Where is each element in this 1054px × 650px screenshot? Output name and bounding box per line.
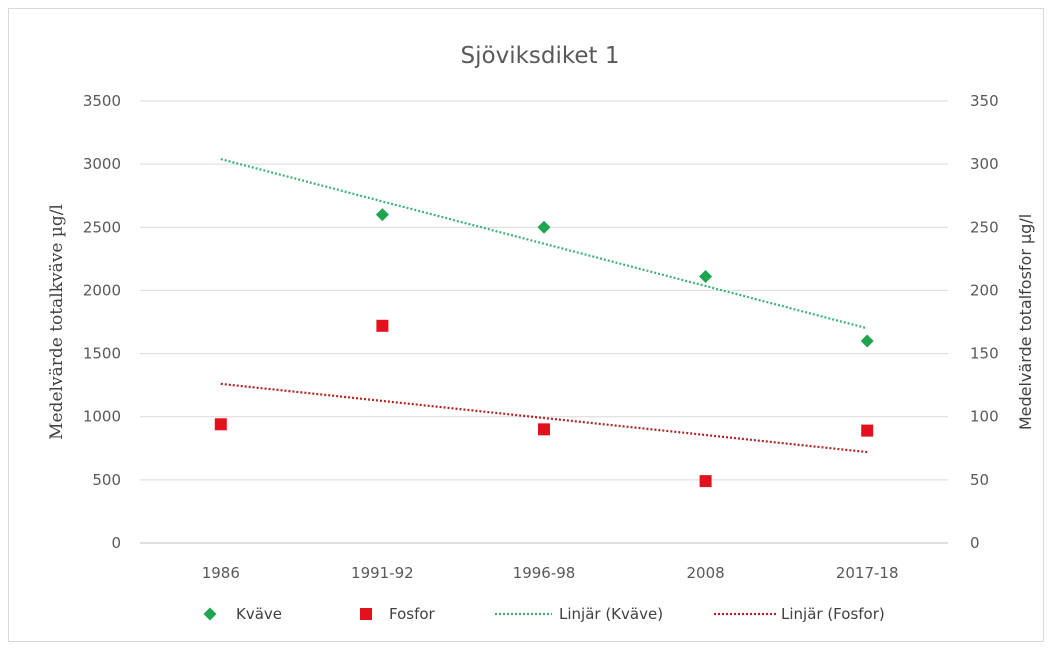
y-right-tick-label: 150 [970,345,999,363]
x-tick-label: 2008 [687,564,725,582]
data-point-fosfor [699,475,712,488]
legend-marker-fosfor [360,608,372,620]
data-point-kvave [375,208,389,222]
y-right-tick-label: 0 [970,534,980,552]
legend-label: Kväve [236,605,282,623]
x-tick-label: 1986 [202,564,240,582]
y-left-axis-title: Medelvärde totalkväve µg/l [47,204,67,440]
y-right-tick-label: 50 [970,471,989,489]
data-point-kvave [860,334,874,348]
chart-frame [8,8,1044,642]
legend-marker-kvave [203,607,217,621]
y-right-tick-label: 250 [970,218,999,236]
data-point-fosfor [861,424,874,437]
y-right-axis-title: Medelvärde totalfosfor µg/l [1016,214,1035,430]
legend-label: Linjär (Fosfor) [781,605,885,623]
y-left-tick-label: 3500 [83,92,121,110]
y-left-tick-label: 500 [92,471,121,489]
data-point-kvave [699,270,713,284]
y-left-tick-label: 2000 [83,281,121,299]
y-right-tick-label: 350 [970,92,999,110]
y-left-tick-label: 3000 [83,155,121,173]
y-right-tick-label: 100 [970,408,999,426]
x-tick-label: 1991-92 [351,564,414,582]
y-left-tick-label: 1000 [83,408,121,426]
legend-label: Linjär (Kväve) [559,605,663,623]
trendline-kvave [220,158,868,330]
data-point-kvave [537,220,551,234]
y-left-tick-label: 0 [111,534,121,552]
data-point-fosfor [538,423,550,436]
x-tick-label: 2017-18 [836,564,899,582]
legend-label: Fosfor [389,605,436,623]
y-right-tick-label: 200 [970,281,999,299]
chart-title: Sjöviksdiket 1 [461,43,620,69]
y-left-tick-label: 1500 [83,345,121,363]
y-left-tick-label: 2500 [83,218,121,236]
data-point-fosfor [376,319,389,332]
y-right-tick-label: 300 [970,155,999,173]
data-point-fosfor [214,418,227,431]
x-tick-label: 1996-98 [513,564,576,582]
trendline-fosfor [220,382,868,454]
